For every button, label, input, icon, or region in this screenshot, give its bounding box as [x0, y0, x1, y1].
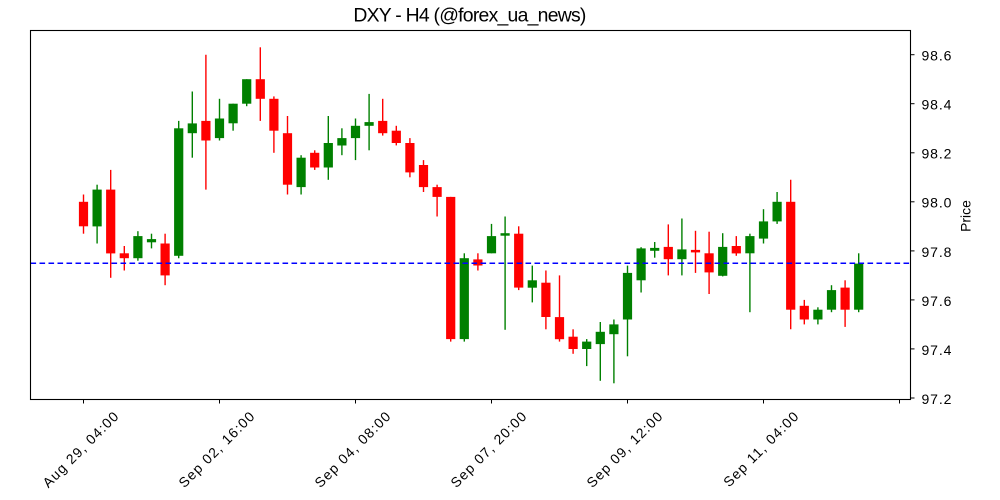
svg-text:97.6: 97.6: [922, 293, 953, 309]
svg-text:98.6: 98.6: [922, 48, 953, 64]
svg-text:97.8: 97.8: [922, 244, 953, 260]
svg-text:97.4: 97.4: [922, 342, 953, 358]
svg-text:98.2: 98.2: [922, 146, 953, 162]
svg-text:DXY - H4 (@forex_ua_news): DXY - H4 (@forex_ua_news): [353, 5, 586, 27]
svg-text:Price: Price: [958, 200, 974, 232]
svg-text:97.2: 97.2: [922, 391, 953, 407]
svg-text:98.4: 98.4: [922, 97, 953, 113]
svg-text:98.0: 98.0: [922, 195, 953, 211]
